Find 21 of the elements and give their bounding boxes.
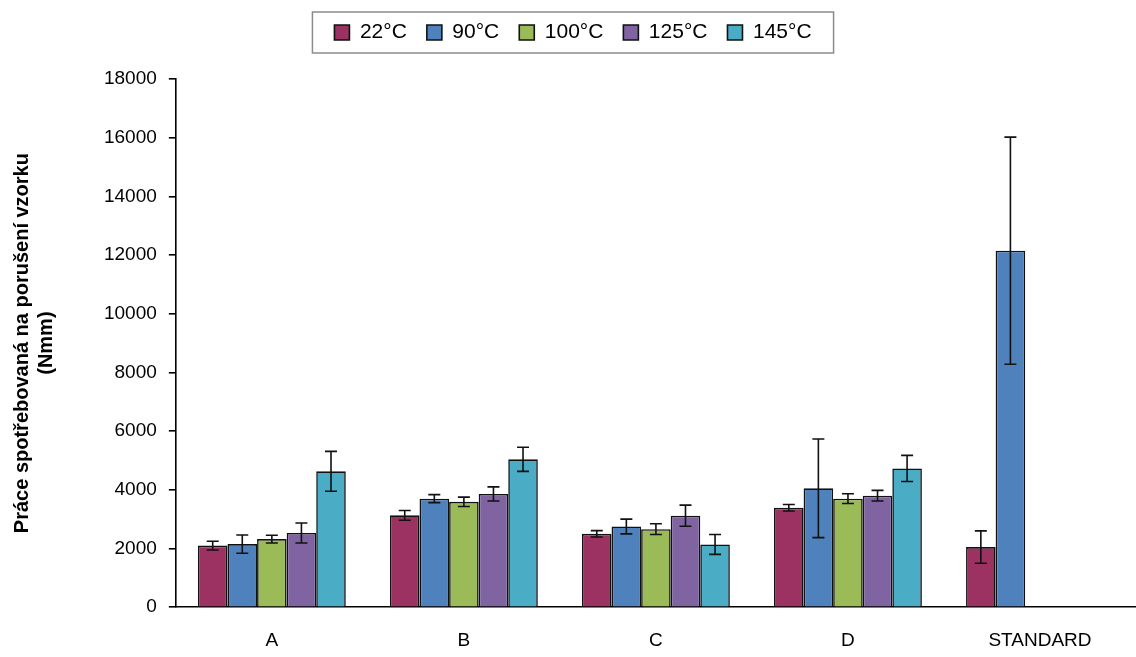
y-tick-label: 4000 bbox=[114, 478, 157, 500]
y-tick-label: 6000 bbox=[114, 419, 157, 441]
y-tick-label: 10000 bbox=[103, 301, 157, 323]
legend-label: 22°C bbox=[359, 19, 407, 43]
legend-label: 125°C bbox=[648, 19, 708, 43]
x-tick-label: STANDARD bbox=[988, 628, 1092, 650]
y-tick-label: 2000 bbox=[114, 536, 157, 558]
y-tick-label: 0 bbox=[146, 595, 157, 617]
legend-label: 90°C bbox=[452, 19, 500, 43]
y-tick-label: 12000 bbox=[103, 243, 157, 265]
x-tick-label: A bbox=[265, 628, 279, 650]
legend-label: 145°C bbox=[752, 19, 812, 43]
y-tick-label: 14000 bbox=[103, 184, 157, 206]
y-tick-label: 8000 bbox=[114, 360, 157, 382]
x-tick-label: B bbox=[457, 628, 471, 650]
y-axis-title: Práce spotřebovaná na porušení vzorku (Nmm) bbox=[9, 153, 56, 534]
x-tick-label: C bbox=[649, 628, 663, 650]
y-tick-label: 16000 bbox=[103, 125, 157, 147]
x-tick-label: D bbox=[841, 628, 855, 650]
y-tick-label: 18000 bbox=[103, 67, 157, 89]
legend-label: 100°C bbox=[544, 19, 604, 43]
